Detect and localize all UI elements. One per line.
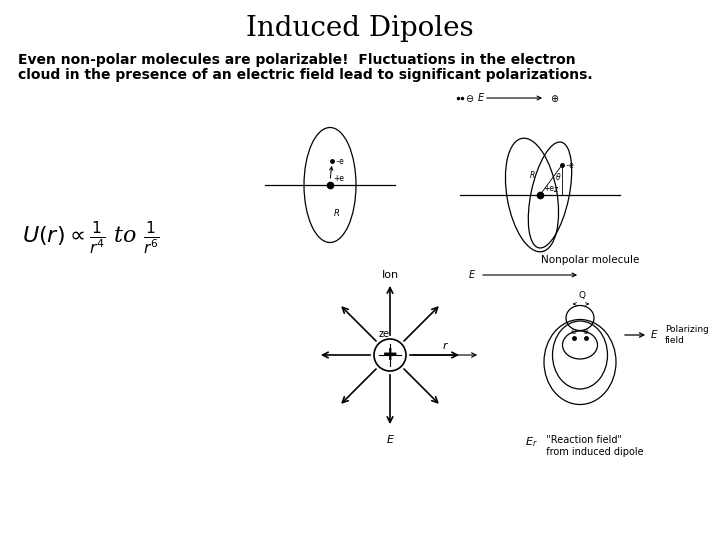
Text: +e: +e xyxy=(543,184,554,193)
Text: z: z xyxy=(553,186,557,194)
Text: R: R xyxy=(334,208,340,218)
Text: $\oplus$: $\oplus$ xyxy=(582,327,590,336)
Text: $U(r) \propto \frac{1}{r^4}$ to $\frac{1}{r^6}$: $U(r) \propto \frac{1}{r^4}$ to $\frac{1… xyxy=(22,220,160,258)
Text: Q: Q xyxy=(578,291,585,300)
Text: R: R xyxy=(530,171,535,179)
Text: +e: +e xyxy=(333,174,344,183)
Text: "Reaction field"
  from induced dipole: "Reaction field" from induced dipole xyxy=(540,435,644,457)
Text: $E_r$: $E_r$ xyxy=(525,435,538,449)
Text: r: r xyxy=(443,341,447,351)
Text: Polarizing
field: Polarizing field xyxy=(665,325,709,345)
Text: Induced Dipoles: Induced Dipoles xyxy=(246,15,474,42)
Text: Nonpolar molecule: Nonpolar molecule xyxy=(541,255,639,265)
Text: E: E xyxy=(478,93,484,103)
Text: cloud in the presence of an electric field lead to significant polarizations.: cloud in the presence of an electric fie… xyxy=(18,68,593,82)
Text: $\ominus$: $\ominus$ xyxy=(465,92,474,104)
Text: -e: -e xyxy=(334,157,343,165)
Text: +: + xyxy=(382,346,398,365)
Text: Even non-polar molecules are polarizable!  Fluctuations in the electron: Even non-polar molecules are polarizable… xyxy=(18,53,575,67)
Text: $\theta$: $\theta$ xyxy=(555,172,562,183)
Text: E: E xyxy=(651,330,657,340)
Text: E: E xyxy=(469,270,475,280)
Text: $\oplus$: $\oplus$ xyxy=(550,92,559,104)
Text: $\ominus$: $\ominus$ xyxy=(570,327,577,336)
Text: -e: -e xyxy=(564,160,574,170)
Text: Ion: Ion xyxy=(382,270,399,280)
Text: ze: ze xyxy=(379,329,390,339)
Text: E: E xyxy=(387,435,394,445)
